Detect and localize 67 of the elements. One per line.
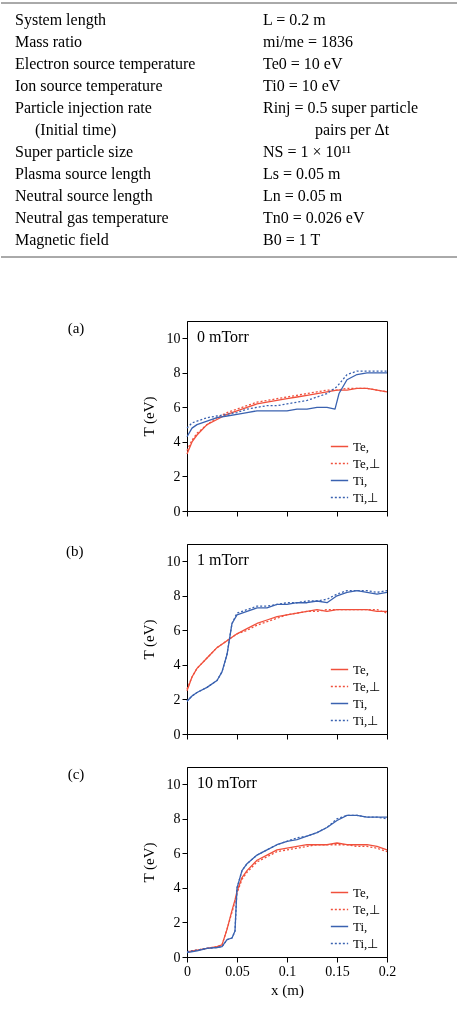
text: System length bbox=[15, 11, 107, 29]
y-tick-label: 4 bbox=[173, 880, 181, 896]
text: Neutral source length bbox=[15, 187, 153, 205]
y-axis-title: T (eV) bbox=[140, 396, 158, 437]
y-tick-label: 8 bbox=[173, 365, 181, 381]
text: Ion source temperature bbox=[15, 77, 163, 95]
text: B0 = 1 T bbox=[263, 231, 321, 248]
text: Ls = 0.05 m bbox=[263, 165, 342, 182]
y-tick-label: 2 bbox=[173, 914, 181, 930]
y-tick-label: 0 bbox=[173, 949, 181, 965]
text: Super particle size bbox=[15, 143, 134, 161]
x-tick-label: 0.05 bbox=[225, 963, 250, 979]
text: Neutral gas temperature bbox=[15, 209, 169, 227]
y-axis-title: T (eV) bbox=[140, 842, 158, 883]
text: Magnetic field bbox=[15, 231, 109, 249]
legend-label: Te,⊥ bbox=[353, 678, 381, 694]
text: mi/me = 1836 bbox=[263, 33, 353, 50]
annotation: 10 mTorr bbox=[197, 774, 258, 791]
legend-label: Ti,⊥ bbox=[353, 489, 379, 505]
y-tick-label: 8 bbox=[173, 588, 181, 604]
legend-label: Ti,⊥ bbox=[353, 935, 379, 951]
text: pairs per Δt bbox=[315, 121, 390, 139]
chart-title: (b) bbox=[66, 543, 84, 560]
y-tick-label: 0 bbox=[173, 726, 181, 742]
legend-label: Ti, bbox=[353, 918, 368, 934]
legend-label: Te, bbox=[353, 438, 370, 454]
y-tick-label: 6 bbox=[173, 845, 181, 861]
y-tick-label: 10 bbox=[166, 330, 181, 346]
text: Mass ratio bbox=[15, 33, 83, 50]
y-tick-label: 4 bbox=[173, 434, 181, 450]
text: (Initial time) bbox=[35, 121, 117, 139]
y-tick-label: 2 bbox=[173, 691, 181, 707]
legend-label: Te,⊥ bbox=[353, 455, 381, 471]
annotation: 1 mTorr bbox=[197, 551, 250, 568]
text: Rinj = 0.5 super particle bbox=[263, 99, 419, 117]
x-axis-title: x (m) bbox=[271, 981, 304, 999]
text: Electron source temperature bbox=[15, 55, 196, 73]
y-tick-label: 0 bbox=[173, 503, 181, 519]
y-axis-title: T (eV) bbox=[140, 619, 158, 660]
text: Tn0 = 0.026 eV bbox=[263, 209, 365, 226]
legend-label: Ti, bbox=[353, 695, 368, 711]
legend-label: Te, bbox=[353, 661, 370, 677]
text: Ti0 = 10 eV bbox=[263, 77, 341, 94]
y-tick-label: 6 bbox=[173, 399, 181, 415]
text: L = 0.2 m bbox=[263, 11, 327, 28]
legend-label: Te,⊥ bbox=[353, 901, 381, 917]
y-tick-label: 10 bbox=[166, 553, 181, 569]
x-tick-label: 0 bbox=[184, 963, 191, 979]
text: Ln = 0.05 m bbox=[263, 187, 343, 204]
text: Te0 = 10 eV bbox=[263, 55, 343, 72]
chart-title: (a) bbox=[67, 320, 85, 337]
y-tick-label: 2 bbox=[173, 468, 181, 484]
text: Plasma source length bbox=[15, 165, 151, 183]
x-tick-label: 0.15 bbox=[325, 963, 350, 979]
chart-title: (c) bbox=[67, 766, 85, 783]
annotation: 0 mTorr bbox=[197, 328, 250, 345]
text: Particle injection rate bbox=[15, 99, 152, 117]
y-tick-label: 10 bbox=[166, 776, 181, 792]
legend-label: Ti, bbox=[353, 472, 368, 488]
legend-label: Ti,⊥ bbox=[353, 712, 379, 728]
x-tick-label: 0.1 bbox=[278, 963, 297, 979]
legend-label: Te, bbox=[353, 884, 370, 900]
y-tick-label: 6 bbox=[173, 622, 181, 638]
x-tick-label: 0.2 bbox=[378, 963, 397, 979]
text: NS = 1 × 10¹¹ bbox=[263, 143, 352, 160]
y-tick-label: 8 bbox=[173, 811, 181, 827]
y-tick-label: 4 bbox=[173, 657, 181, 673]
